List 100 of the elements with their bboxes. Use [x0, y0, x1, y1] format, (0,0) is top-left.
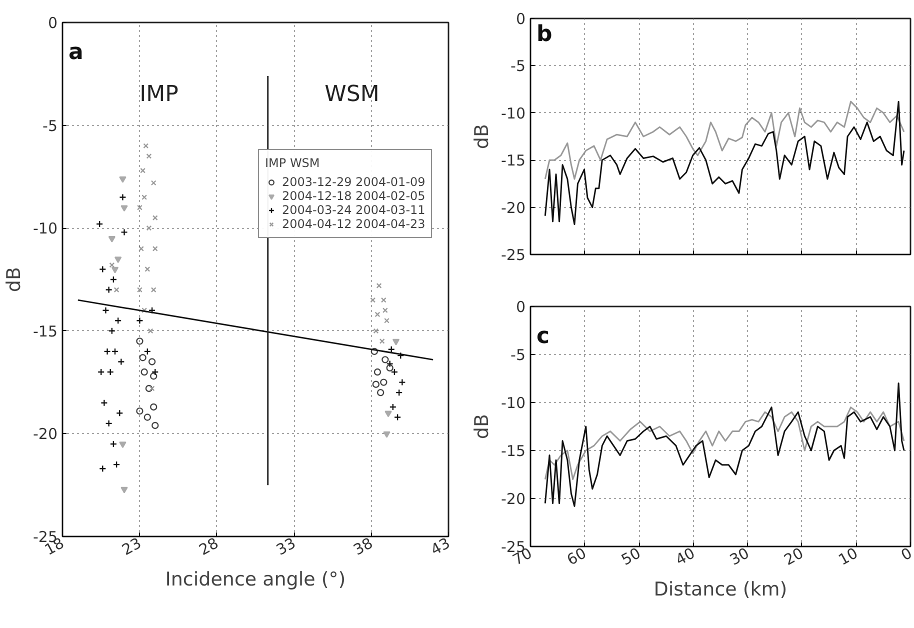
point [136, 287, 142, 292]
point [379, 338, 385, 344]
point [145, 384, 153, 392]
x-axis-title: Incidence angle (°) [165, 568, 346, 590]
point [390, 368, 398, 376]
point [138, 246, 144, 252]
point [110, 440, 118, 448]
point [109, 262, 115, 268]
legend-label: 2003-12-29 2004-01-09 [282, 174, 426, 189]
point [139, 354, 146, 362]
point [119, 442, 126, 448]
point [386, 364, 394, 372]
y-tick-label: -5 [510, 346, 526, 364]
y-tick-label: 0 [516, 298, 526, 316]
point [376, 388, 384, 396]
point [98, 368, 105, 376]
x-tick-label: 33 [273, 534, 299, 559]
point [120, 205, 128, 212]
point [120, 228, 128, 236]
point [136, 317, 144, 324]
point [152, 422, 159, 430]
point [384, 318, 390, 324]
point [372, 380, 380, 388]
point [152, 215, 158, 221]
point [116, 410, 124, 417]
point [383, 431, 390, 438]
legend-label: 2004-12-18 2004-02-05 [282, 188, 426, 203]
x-tick-label: 60 [564, 544, 590, 569]
x-tick-label: 28 [196, 534, 222, 559]
y-tick-label: 0 [516, 10, 526, 28]
x-tick-label: 30 [726, 544, 752, 569]
y-tick-label: -20 [501, 198, 526, 217]
y-tick-label: -15 [33, 322, 58, 340]
point [110, 276, 118, 284]
point [119, 176, 126, 183]
line-series [544, 100, 905, 180]
point [105, 286, 112, 294]
y-axis-title: dB [3, 266, 25, 292]
point [148, 306, 156, 314]
point [114, 317, 122, 324]
point [105, 420, 112, 428]
annotation: b [536, 22, 552, 47]
point [106, 368, 114, 376]
point [398, 378, 406, 386]
y-tick-label: -5 [42, 116, 58, 135]
point [380, 297, 386, 303]
point [108, 327, 116, 334]
point [395, 388, 403, 396]
y-tick-label: -5 [510, 57, 526, 76]
point [104, 348, 111, 356]
point [373, 328, 379, 334]
point [384, 410, 392, 418]
point [108, 236, 116, 242]
point [152, 368, 159, 376]
annotation: c [536, 324, 550, 349]
point [150, 372, 158, 380]
legend-label: 2004-03-24 2004-03-11 [282, 202, 426, 217]
point [146, 153, 152, 159]
annotation: a [68, 40, 84, 65]
legend-label: 2004-04-12 2004-04-23 [282, 216, 426, 231]
point [370, 348, 378, 356]
y-axis-title: dB [471, 124, 493, 150]
annotation: IMP [140, 82, 178, 107]
point [150, 287, 156, 292]
line-series [544, 406, 905, 480]
annotation: WSM [324, 82, 380, 107]
x-tick-label: 10 [835, 544, 861, 569]
point [100, 399, 108, 406]
x-tick-label: 20 [781, 544, 806, 569]
point [386, 360, 394, 368]
x-tick-label: 43 [428, 534, 454, 559]
point [136, 204, 142, 210]
y-tick-label: -20 [33, 425, 58, 444]
point [144, 348, 152, 356]
point [144, 414, 152, 421]
point [376, 282, 382, 288]
x-tick-label: 0 [898, 544, 914, 564]
y-axis-title: dB [471, 414, 493, 440]
line-series [544, 382, 905, 507]
point [143, 143, 149, 149]
point [146, 225, 152, 231]
point [148, 358, 156, 366]
point [394, 414, 402, 421]
x-tick-label: 38 [350, 534, 376, 559]
y-tick-label: 0 [48, 14, 58, 32]
x-axis-title: Distance (km) [654, 578, 788, 600]
point [152, 246, 158, 252]
point [96, 220, 104, 228]
point [120, 486, 128, 494]
point [118, 358, 125, 366]
point [148, 328, 154, 334]
point [114, 256, 122, 264]
x-tick-label: 50 [618, 544, 644, 569]
point [111, 266, 119, 274]
point [140, 168, 146, 174]
point [99, 266, 106, 273]
point [140, 368, 148, 376]
point [136, 338, 144, 345]
y-tick-label: -15 [501, 442, 526, 460]
y-tick-label: -15 [501, 152, 526, 170]
